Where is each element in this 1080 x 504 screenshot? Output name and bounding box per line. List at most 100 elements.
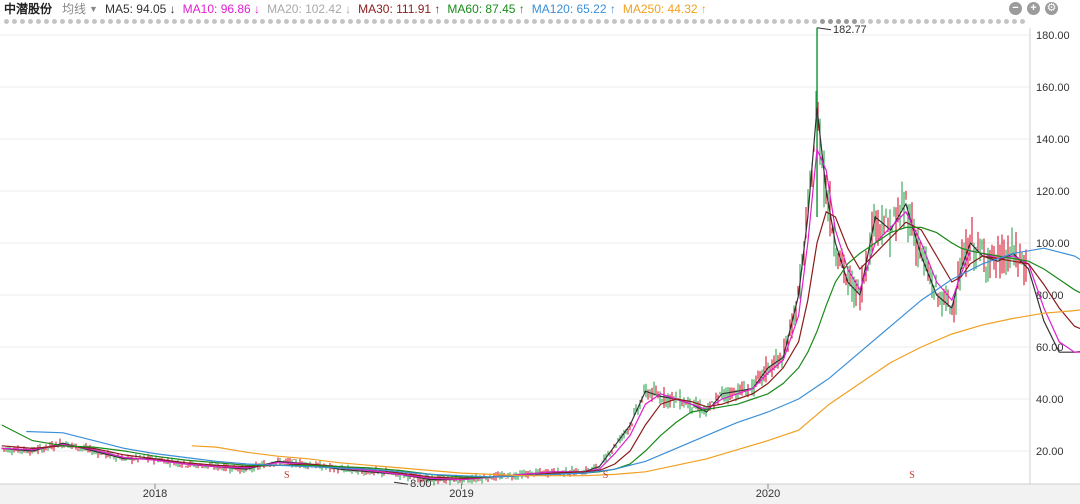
timeline-dot [20, 19, 25, 24]
timeline-dot [908, 19, 913, 24]
timeline-dot [84, 19, 89, 24]
timeline-dot [116, 19, 121, 24]
timeline-dot [332, 19, 337, 24]
timeline-dot [436, 19, 441, 24]
timeline-dot [148, 19, 153, 24]
timeline-dot [252, 19, 257, 24]
price-annotation: 182.77 [833, 24, 867, 36]
timeline-dot [980, 19, 985, 24]
timeline-dot [964, 19, 969, 24]
x-tick-label: 2019 [449, 488, 473, 500]
timeline-dot [156, 19, 161, 24]
timeline-dot [228, 19, 233, 24]
timeline-dot [60, 19, 65, 24]
timeline-dot [524, 19, 529, 24]
ma-series-line-ma5 [1, 107, 1080, 481]
y-tick-label: 60.00 [1036, 342, 1064, 354]
timeline-dot [28, 19, 33, 24]
x-tick-label: 2020 [756, 488, 780, 500]
timeline-dot [492, 19, 497, 24]
timeline-dot [796, 19, 801, 24]
ma-series-line-ma120 [26, 247, 1080, 478]
ma-selector-dropdown[interactable]: 均线 ▼ [62, 0, 98, 17]
timeline-dot [212, 19, 217, 24]
timeline-dot [284, 19, 289, 24]
timeline-dot [804, 19, 809, 24]
timeline-dot [4, 19, 9, 24]
timeline-dot [276, 19, 281, 24]
timeline-dot [356, 19, 361, 24]
timeline-dot [268, 19, 273, 24]
timeline-dot [364, 19, 369, 24]
timeline-dot [220, 19, 225, 24]
y-tick-label: 100.00 [1036, 238, 1070, 250]
timeline-dot [468, 19, 473, 24]
timeline-dot [68, 19, 73, 24]
timeline-dot [532, 19, 537, 24]
timeline-dot [860, 19, 865, 24]
timeline-dot [868, 19, 873, 24]
y-tick-label: 20.00 [1036, 446, 1064, 458]
zoom-in-icon[interactable]: + [1027, 2, 1040, 15]
timeline-dot [716, 19, 721, 24]
timeline-dot [372, 19, 377, 24]
timeline-dot [628, 19, 633, 24]
timeline-dot [500, 19, 505, 24]
ma-legend: MA5: 94.05 ↓ MA10: 96.86 ↓ MA20: 102.42 ↓ M… [98, 2, 707, 16]
timeline-dot [36, 19, 41, 24]
timeline-dot [1012, 19, 1017, 24]
timeline-dot [764, 19, 769, 24]
timeline-dot [876, 19, 881, 24]
timeline-dot [620, 19, 625, 24]
x-axis-band [0, 484, 1080, 504]
timeline-dot [676, 19, 681, 24]
event-marker[interactable]: S [603, 470, 609, 481]
timeline-dot [516, 19, 521, 24]
timeline-dot [780, 19, 785, 24]
x-tick-label: 2018 [143, 488, 167, 500]
timeline-dot [836, 19, 841, 24]
ma-legend-item: MA10: 96.86 ↓ [182, 1, 261, 16]
timeline-dot [892, 19, 897, 24]
timeline-dot [724, 19, 729, 24]
timeline-dot [308, 19, 313, 24]
timeline-dot [748, 19, 753, 24]
timeline-dot [652, 19, 657, 24]
timeline-dot [692, 19, 697, 24]
timeline-dot [260, 19, 265, 24]
timeline-dot [812, 19, 817, 24]
timeline-dot [196, 19, 201, 24]
event-marker[interactable]: S [284, 470, 290, 481]
timeline-dot [940, 19, 945, 24]
ma-legend-item: MA20: 102.42 ↓ [267, 1, 352, 16]
timeline-dot [884, 19, 889, 24]
timeline-dot [1020, 19, 1025, 24]
ma-series-line-ma250 [191, 309, 1080, 477]
chart-header: 中潜股份 均线 ▼ MA5: 94.05 ↓ MA10: 96.86 ↓ MA20:… [0, 0, 1080, 17]
timeline-dot [164, 19, 169, 24]
ma-selector-label: 均线 [62, 2, 87, 16]
settings-gear-icon[interactable]: ⚙ [1045, 2, 1058, 15]
timeline-dot [380, 19, 385, 24]
timeline-dot [460, 19, 465, 24]
timeline-dot [732, 19, 737, 24]
timeline-dot [92, 19, 97, 24]
chevron-down-icon: ▼ [89, 3, 98, 14]
timeline-dot [636, 19, 641, 24]
zoom-out-icon[interactable]: − [1009, 2, 1022, 15]
timeline-dot [668, 19, 673, 24]
timeline-dot [788, 19, 793, 24]
timeline-dot [428, 19, 433, 24]
timeline-dot [644, 19, 649, 24]
annotation-pointer [393, 481, 409, 485]
event-marker[interactable]: S [909, 470, 915, 481]
timeline-dot [612, 19, 617, 24]
timeline-dot [292, 19, 297, 24]
timeline-dot [548, 19, 553, 24]
timeline-dot [100, 19, 105, 24]
timeline-dot [444, 19, 449, 24]
timeline-dot [604, 19, 609, 24]
ma-legend-item: MA60: 87.45 ↑ [447, 1, 525, 16]
timeline-dot [484, 19, 489, 24]
